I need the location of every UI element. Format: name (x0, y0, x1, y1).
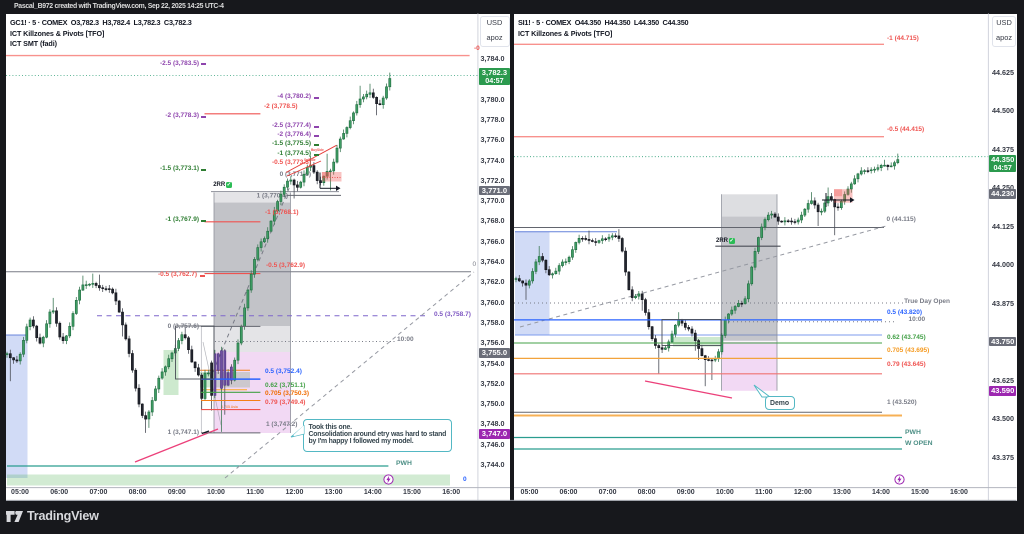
svg-text:0 (3,771.6): 0 (3,771.6) (280, 171, 311, 178)
svg-text:0.705 Asia: 0.705 Asia (221, 405, 238, 409)
svg-text:1 (3,770.4): 1 (3,770.4) (257, 193, 288, 200)
